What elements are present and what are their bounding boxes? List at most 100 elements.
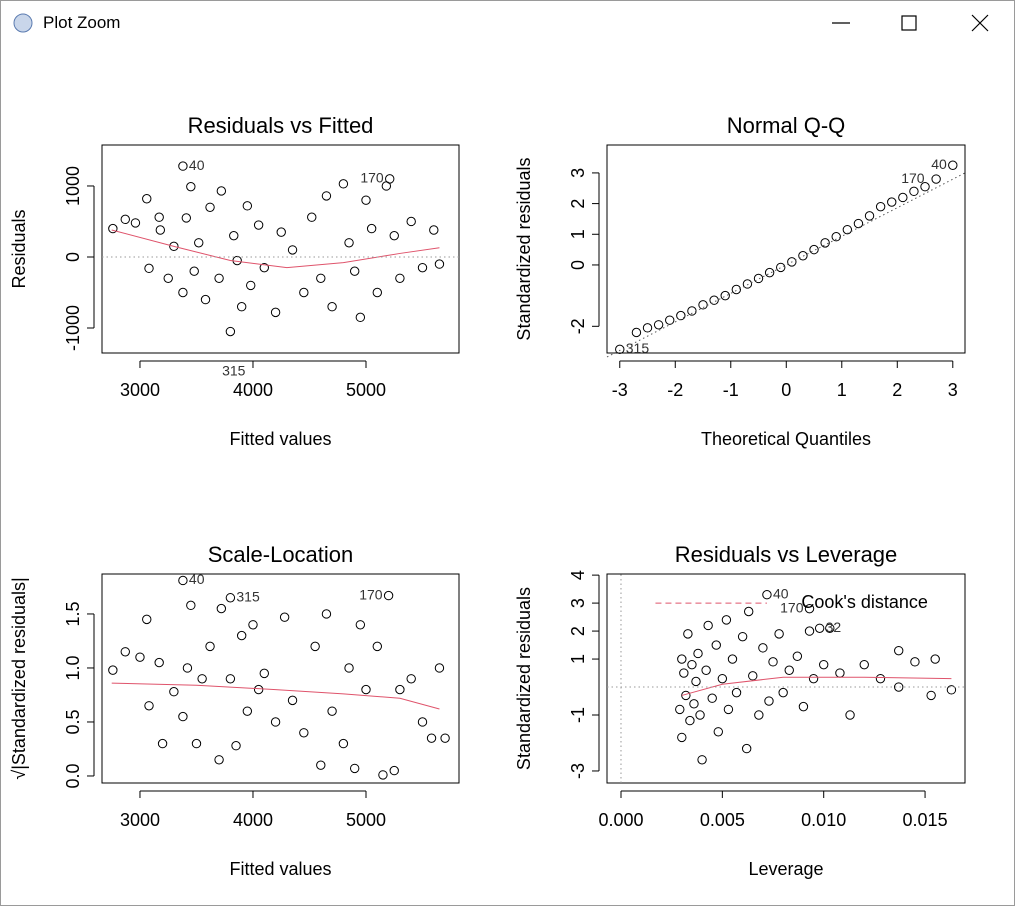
- data-point: [157, 738, 168, 749]
- data-point: [615, 344, 625, 355]
- y-tick-label: 2: [568, 199, 588, 209]
- data-point: [825, 623, 835, 633]
- x-tick-label: 3000: [120, 810, 160, 830]
- y-tick-label: 1000: [63, 166, 83, 206]
- data-point: [155, 225, 166, 235]
- data-point: [344, 238, 354, 248]
- data-point: [711, 640, 721, 650]
- data-point: [875, 673, 886, 684]
- data-point: [154, 212, 164, 222]
- data-point: [194, 238, 204, 248]
- x-axis-label: Fitted values: [229, 859, 331, 879]
- data-point: [205, 202, 215, 212]
- data-point: [216, 603, 227, 614]
- point-label: 40: [189, 157, 205, 173]
- point-label: 32: [826, 619, 842, 635]
- data-point: [764, 696, 774, 706]
- data-point: [186, 181, 196, 192]
- data-point: [189, 266, 199, 276]
- data-point: [270, 307, 281, 318]
- data-point: [270, 717, 281, 727]
- data-point: [698, 300, 708, 310]
- legend-text: Cook's distance: [801, 592, 928, 612]
- data-point: [242, 706, 253, 716]
- x-axis-label: Leverage: [748, 859, 823, 879]
- x-tick-label: 0.005: [700, 810, 745, 830]
- data-point: [720, 290, 730, 301]
- data-point: [697, 755, 707, 765]
- data-point: [778, 687, 788, 698]
- data-point: [307, 212, 317, 222]
- data-point: [178, 575, 188, 586]
- data-point: [191, 738, 202, 749]
- data-point: [713, 727, 723, 737]
- data-point: [279, 612, 290, 622]
- data-point: [910, 657, 920, 667]
- data-point: [679, 668, 689, 678]
- data-point: [691, 676, 701, 687]
- title-bar: Plot Zoom: [1, 1, 1014, 45]
- maximize-button[interactable]: [901, 15, 917, 31]
- y-tick-label: 0: [63, 252, 83, 262]
- data-point: [727, 654, 738, 664]
- data-point: [676, 310, 686, 321]
- data-point: [338, 179, 349, 189]
- data-point: [406, 216, 416, 227]
- data-point: [774, 629, 784, 639]
- y-tick-label: 0.5: [63, 709, 83, 734]
- data-point: [417, 717, 428, 727]
- data-point: [804, 626, 815, 636]
- data-point: [316, 273, 326, 283]
- data-point: [909, 186, 919, 197]
- data-point: [695, 710, 705, 720]
- y-tick-label: 0: [568, 260, 588, 270]
- x-tick-label: -3: [612, 380, 628, 400]
- data-point: [764, 267, 775, 278]
- point-label: 170: [780, 599, 804, 615]
- data-point: [898, 192, 908, 203]
- point-label: 315: [222, 363, 246, 379]
- data-point: [321, 609, 332, 619]
- data-point: [864, 211, 875, 221]
- data-point: [687, 306, 697, 316]
- app-icon: [13, 13, 33, 33]
- chart-title: Scale-Location: [208, 542, 354, 567]
- data-point: [792, 651, 803, 661]
- x-tick-label: 4000: [233, 810, 273, 830]
- data-point: [299, 728, 309, 738]
- data-point: [743, 606, 754, 617]
- y-tick-label: 0.0: [63, 763, 83, 788]
- chart-title: Residuals vs Fitted: [188, 113, 374, 138]
- data-point: [349, 266, 360, 276]
- data-point: [225, 326, 236, 337]
- plot-frame: [101, 144, 460, 354]
- data-point: [242, 201, 253, 211]
- data-point: [186, 600, 196, 611]
- data-point: [948, 160, 958, 170]
- y-axis-label: Residuals: [9, 209, 29, 288]
- data-point: [693, 648, 703, 659]
- data-point: [344, 663, 354, 673]
- data-point: [310, 641, 320, 652]
- data-point: [355, 312, 366, 323]
- data-point: [178, 161, 188, 171]
- y-axis-label: Standardized residuals: [514, 157, 534, 340]
- data-point: [758, 643, 768, 653]
- x-tick-label: 4000: [233, 380, 273, 400]
- close-button[interactable]: [971, 14, 989, 32]
- data-point: [701, 665, 711, 675]
- data-point: [259, 262, 269, 273]
- data-point: [287, 695, 298, 706]
- y-tick-label: 2: [568, 626, 588, 636]
- data-point: [894, 645, 904, 656]
- data-point: [784, 665, 794, 675]
- data-point: [642, 323, 653, 333]
- data-point: [316, 760, 326, 770]
- y-tick-label: 3: [568, 168, 588, 178]
- data-point: [434, 259, 445, 269]
- data-point: [753, 273, 764, 284]
- data-point: [809, 244, 819, 255]
- point-label: 170: [901, 170, 925, 186]
- data-point: [361, 195, 371, 205]
- point-label: 40: [189, 571, 205, 587]
